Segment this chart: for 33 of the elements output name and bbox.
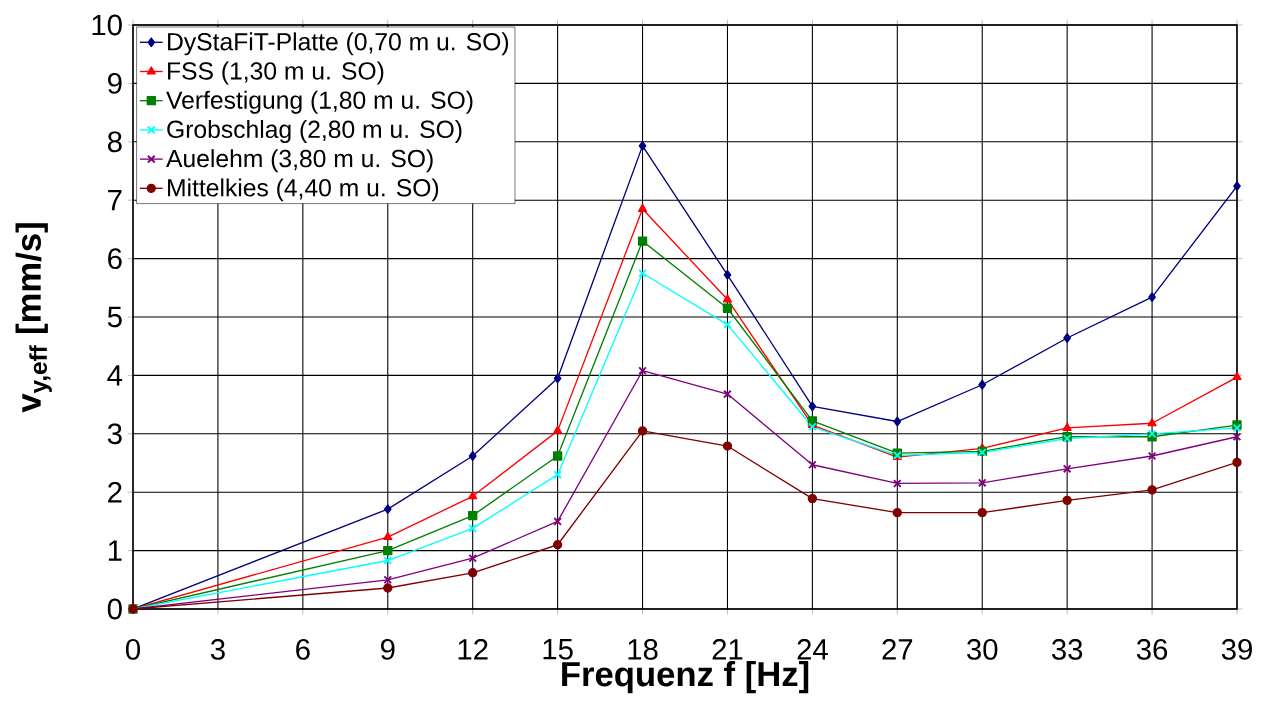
y-tick-label: 10	[92, 14, 122, 36]
legend-label: DyStaFiT-Platte (0,70 m u. SO)	[168, 32, 509, 56]
legend-label: Grobschlag (2,80 m u. SO)	[167, 120, 462, 144]
x-tick-label: 36	[1136, 639, 1168, 660]
y-tick-label: 6	[108, 248, 122, 270]
x-tick-label: 24	[797, 639, 828, 660]
x-axis-title: Frequenz f [Hz]	[562, 661, 809, 694]
x-tick-label: 6	[296, 639, 310, 660]
y-tick-label: 0	[107, 598, 122, 620]
text: v$_{y,eff}$ [mm/s]	[15, 223, 52, 413]
x-tick-label: 12	[458, 639, 488, 660]
legend-label: FSS (1,30 m u. SO)	[168, 61, 384, 85]
legend-label: Verfestigung (1,80 m u. SO)	[166, 90, 473, 114]
y-tick-label: 5	[107, 306, 122, 328]
y-tick-label: 4	[107, 365, 123, 386]
x-tick-label: 33	[1051, 639, 1083, 660]
y-tick-label: 7	[108, 190, 122, 211]
legend-label: Auelehm (3,80 m u. SO)	[166, 149, 433, 173]
x-tick-label: 39	[1221, 639, 1252, 660]
x-tick-label: 9	[381, 639, 395, 660]
x-tick-label: 27	[882, 639, 913, 660]
x-tick-label: 3	[210, 639, 225, 660]
x-tick-label: 21	[712, 639, 743, 660]
x-tick-label: 18	[628, 639, 658, 660]
y-tick-label: 8	[107, 131, 122, 153]
y-tick-label: 9	[108, 73, 122, 94]
y-tick-label: 2	[108, 482, 122, 503]
x-tick-label: 15	[543, 639, 573, 660]
x-tick-label: 30	[967, 639, 998, 660]
legend-label: Mittelkies (4,40 m u. SO)	[168, 178, 439, 202]
y-tick-label: 1	[108, 540, 122, 561]
x-tick-label: 0	[126, 639, 141, 660]
y-tick-label: 3	[107, 423, 122, 445]
